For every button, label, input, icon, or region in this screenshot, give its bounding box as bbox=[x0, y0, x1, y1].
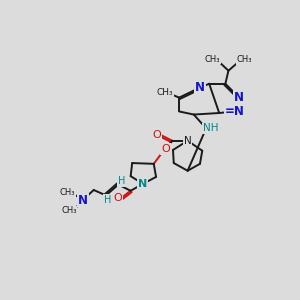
Text: O: O bbox=[161, 144, 170, 154]
Text: N: N bbox=[234, 91, 244, 104]
Text: =N: =N bbox=[225, 105, 244, 118]
Text: N: N bbox=[195, 81, 205, 94]
Text: H: H bbox=[104, 195, 111, 205]
Text: CH₃: CH₃ bbox=[60, 188, 75, 197]
Text: N: N bbox=[138, 179, 148, 189]
Text: N: N bbox=[78, 194, 88, 206]
Text: H: H bbox=[118, 176, 125, 186]
Text: CH₃: CH₃ bbox=[61, 206, 77, 215]
Text: CH₃: CH₃ bbox=[205, 55, 220, 64]
Text: CH₃: CH₃ bbox=[156, 88, 173, 97]
Text: NH: NH bbox=[203, 123, 218, 134]
Text: CH₃: CH₃ bbox=[237, 56, 252, 64]
Text: N: N bbox=[184, 136, 191, 146]
Text: O: O bbox=[152, 130, 161, 140]
Text: O: O bbox=[113, 194, 122, 203]
